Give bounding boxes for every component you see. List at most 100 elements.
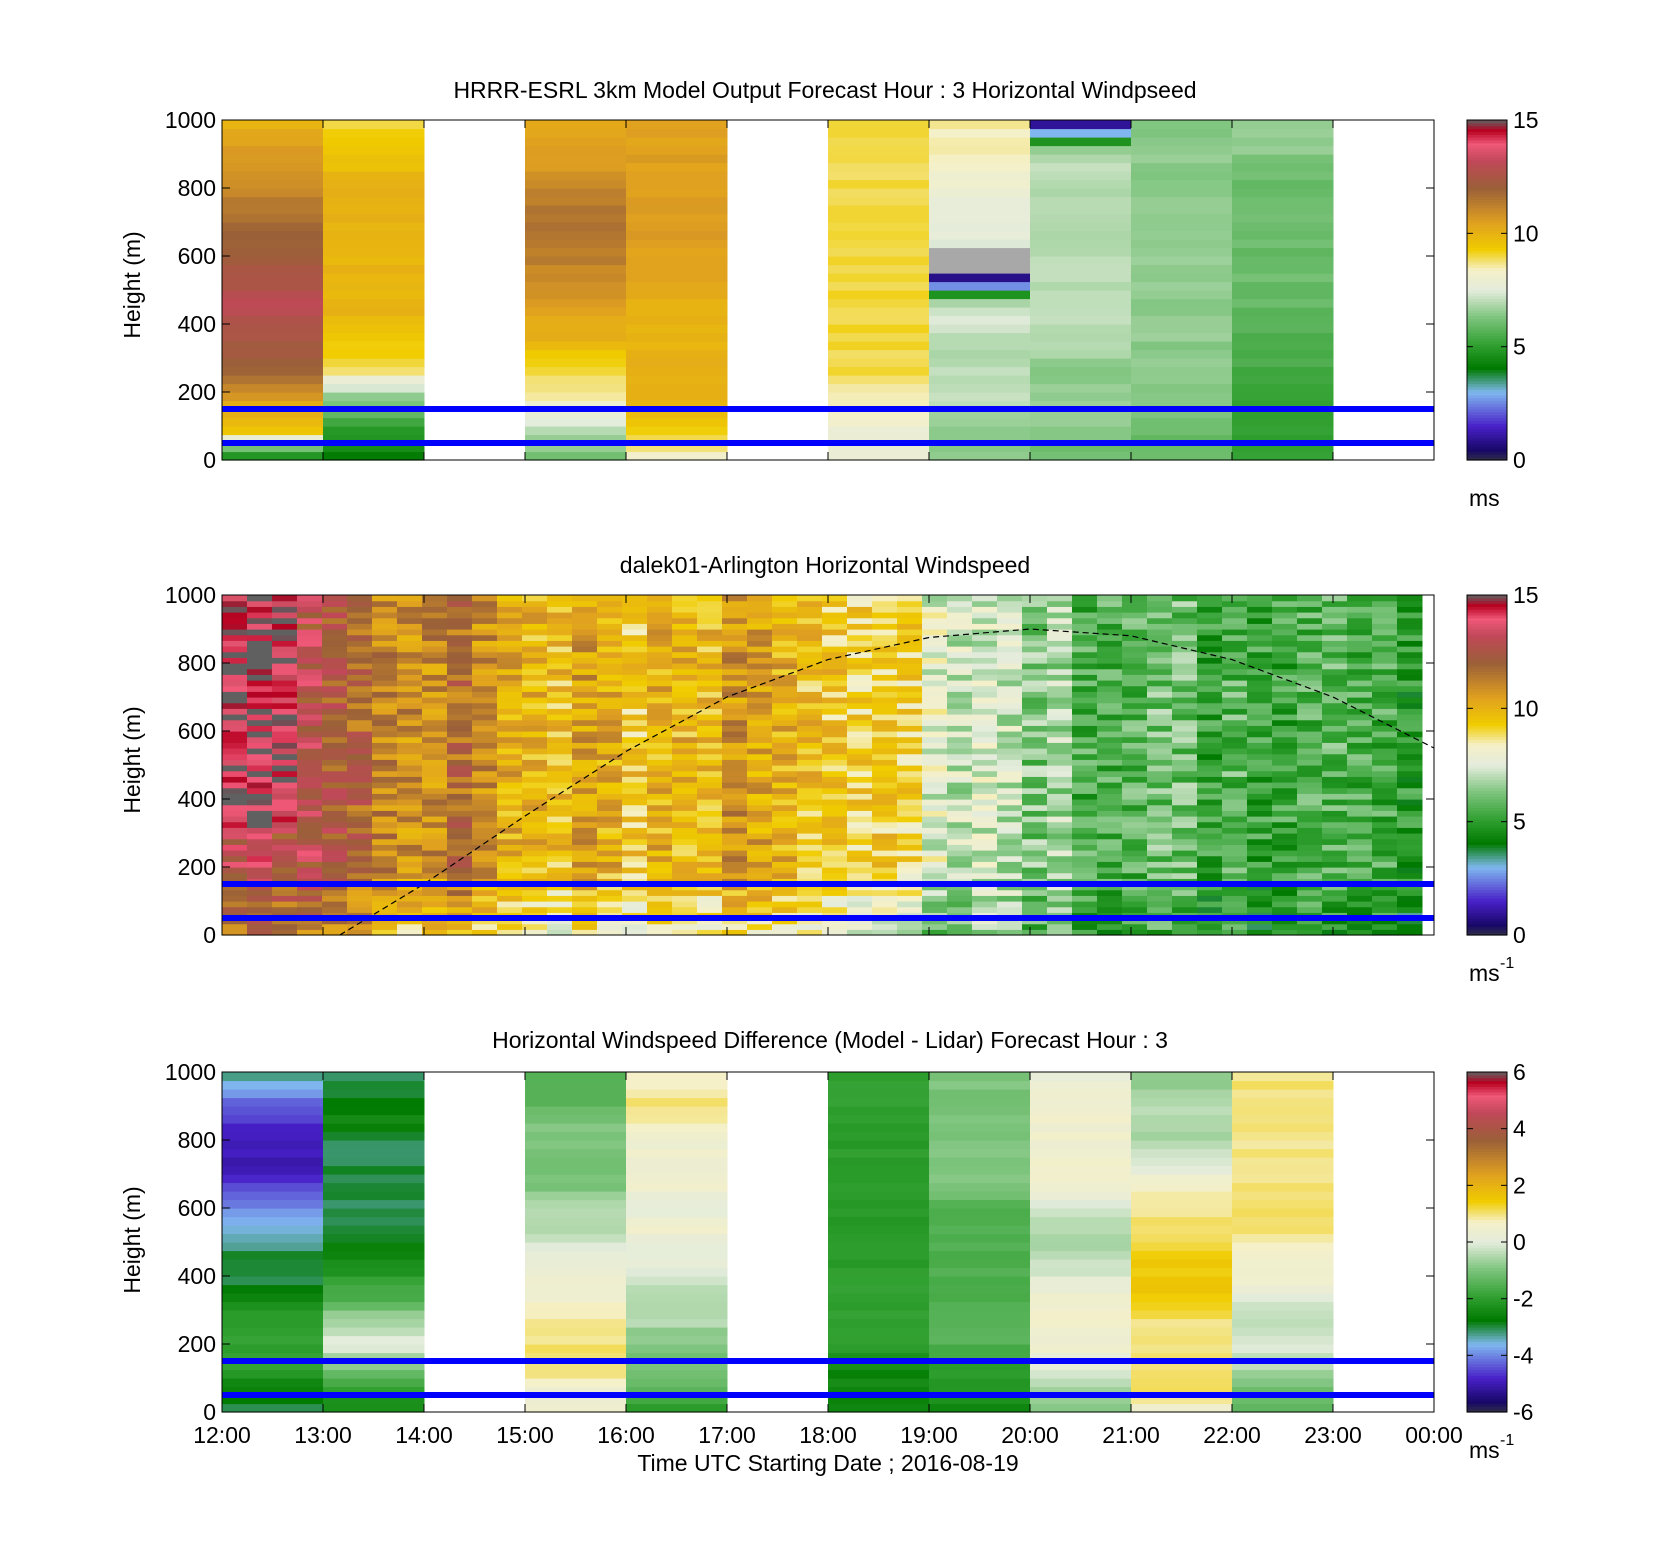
heatmap-cell (397, 759, 423, 766)
heatmap-cell (647, 697, 673, 704)
heatmap-cell (872, 702, 898, 709)
heatmap-cell (1097, 651, 1123, 658)
colorbar-segment (1467, 1290, 1507, 1294)
heatmap-cell (747, 810, 773, 817)
heatmap-cell (828, 256, 930, 266)
heatmap-cell (1232, 1174, 1334, 1184)
heatmap-cell (1047, 719, 1073, 726)
heatmap-cell (222, 623, 248, 630)
heatmap-cell (472, 889, 498, 896)
heatmap-cell (222, 222, 324, 232)
heatmap-cell (1272, 612, 1298, 619)
heatmap-cell (222, 617, 248, 624)
colorbar-segment (1467, 807, 1507, 811)
heatmap-cell (797, 787, 823, 794)
heatmap-cell (929, 1352, 1031, 1362)
heatmap-cell (222, 742, 248, 749)
heatmap-cell (972, 725, 998, 732)
heatmap-cell (1232, 366, 1334, 376)
heatmap-cell (372, 708, 398, 715)
colorbar-segment (1467, 233, 1507, 237)
heatmap-cell (1222, 844, 1248, 851)
heatmap-cell (822, 725, 848, 732)
heatmap-cell (1372, 595, 1398, 602)
heatmap-cell (547, 742, 573, 749)
heatmap-cell (525, 1233, 627, 1243)
heatmap-cell (1147, 663, 1173, 670)
heatmap-cell (947, 612, 973, 619)
heatmap-cell (323, 196, 425, 206)
heatmap-cell (1131, 409, 1233, 419)
heatmap-cell (597, 838, 623, 845)
heatmap-cell (272, 810, 298, 817)
heatmap-cell (1047, 617, 1073, 624)
heatmap-cell (1072, 668, 1098, 675)
heatmap-cell (1347, 759, 1373, 766)
heatmap-cell (672, 895, 698, 902)
heatmap-cell (1030, 1284, 1132, 1294)
colorbar-segment (1467, 694, 1507, 698)
heatmap-cell (1322, 799, 1348, 806)
heatmap-cell (1222, 736, 1248, 743)
heatmap-cell (572, 646, 598, 653)
heatmap-cell (222, 719, 248, 726)
heatmap-cell (1122, 844, 1148, 851)
heatmap-cell (997, 753, 1023, 760)
heatmap-cell (1122, 929, 1148, 936)
heatmap-cell (522, 816, 548, 823)
colorbar-segment (1467, 304, 1507, 308)
heatmap-cell (572, 680, 598, 687)
heatmap-cell (972, 906, 998, 913)
colorbar-segment (1467, 1352, 1507, 1356)
heatmap-cell (1347, 606, 1373, 613)
heatmap-cell (772, 612, 798, 619)
heatmap-cell (947, 827, 973, 834)
heatmap-cell (847, 623, 873, 630)
colorbar-unit-exponent: -1 (1500, 955, 1514, 972)
heatmap-cell (929, 1097, 1031, 1107)
heatmap-cell (1322, 833, 1348, 840)
colorbar-segment (1467, 1321, 1507, 1325)
heatmap-cell (1131, 1199, 1233, 1209)
heatmap-cell (1022, 753, 1048, 760)
y-tick-label: 200 (178, 854, 216, 880)
heatmap-cell (1022, 918, 1048, 925)
heatmap-cell (447, 838, 473, 845)
heatmap-cell (1247, 691, 1273, 698)
colorbar-segment (1467, 369, 1507, 373)
colorbar-segment (1467, 386, 1507, 390)
heatmap-cell (1122, 872, 1148, 879)
heatmap-cell (1131, 1114, 1233, 1124)
heatmap-cell (828, 1378, 930, 1388)
heatmap-cell (247, 765, 273, 772)
heatmap-cell (1097, 753, 1123, 760)
heatmap-cell (997, 651, 1023, 658)
heatmap-cell (922, 651, 948, 658)
heatmap-cell (525, 1114, 627, 1124)
heatmap-cell (897, 804, 923, 811)
heatmap-cell (897, 606, 923, 613)
heatmap-cell (997, 617, 1023, 624)
heatmap-cell (1131, 383, 1233, 393)
heatmap-cell (1022, 612, 1048, 619)
heatmap-cell (272, 685, 298, 692)
heatmap-cell (422, 765, 448, 772)
colorbar-segment (1467, 298, 1507, 302)
heatmap-cell (1122, 804, 1148, 811)
heatmap-cell (947, 623, 973, 630)
heatmap-cell (1131, 358, 1233, 368)
colorbar-segment (1467, 420, 1507, 424)
heatmap-cell (1072, 833, 1098, 840)
heatmap-cell (797, 906, 823, 913)
heatmap-cell (1322, 884, 1348, 891)
colorbar-segment (1467, 355, 1507, 359)
colorbar-segment (1467, 1324, 1507, 1328)
heatmap-cell (323, 1140, 425, 1150)
heatmap-cell (497, 889, 523, 896)
colorbar-segment (1467, 1193, 1507, 1198)
colorbar-segment (1467, 1108, 1507, 1113)
heatmap-cell (1272, 918, 1298, 925)
heatmap-cell (322, 850, 348, 857)
heatmap-cell (626, 230, 728, 240)
heatmap-cell (222, 443, 324, 453)
